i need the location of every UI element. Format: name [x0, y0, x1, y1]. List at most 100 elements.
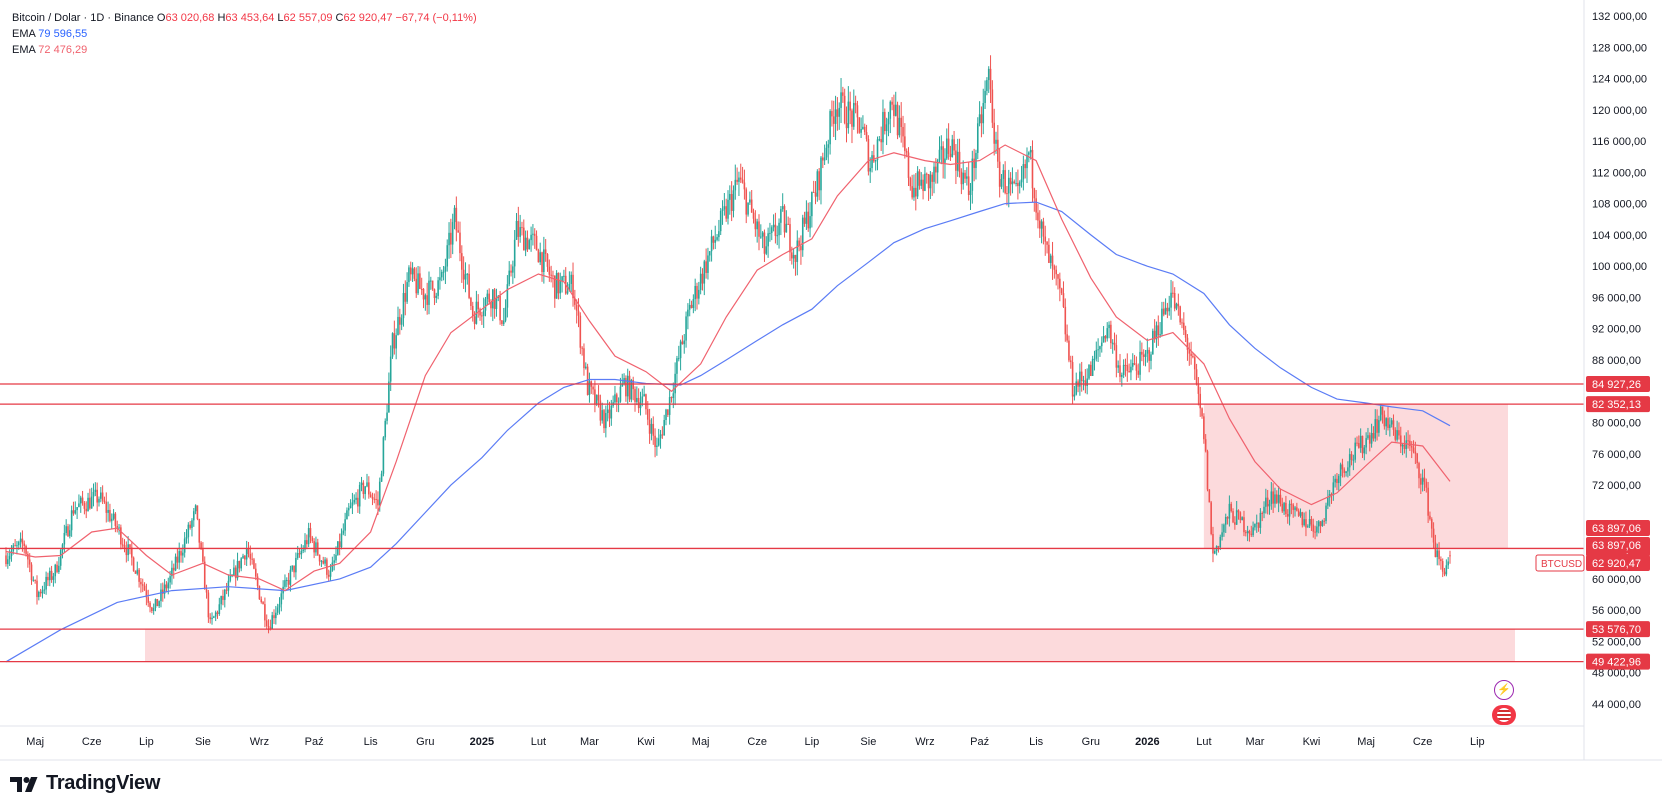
candle-body — [1184, 330, 1187, 338]
candle-body — [340, 533, 343, 548]
candle-body — [1126, 365, 1129, 372]
candle-body — [703, 261, 706, 284]
candle-body — [663, 420, 665, 436]
candle-body — [67, 526, 69, 537]
candle-body — [1017, 182, 1019, 187]
candle-body — [1410, 446, 1413, 448]
candle-body — [641, 396, 644, 403]
candle-body — [760, 236, 762, 238]
candle-body — [136, 569, 139, 574]
candle-body — [1383, 414, 1386, 427]
candle-body — [481, 315, 483, 317]
candle-body — [858, 117, 861, 133]
candle-body — [295, 557, 297, 573]
candle-body — [1407, 440, 1409, 442]
candle-body — [791, 252, 793, 259]
y-tick-label: 104 000,00 — [1592, 230, 1647, 242]
candle-body — [69, 530, 71, 537]
candle-body — [1310, 519, 1313, 525]
candle-body — [1214, 551, 1216, 554]
candle-body — [1321, 520, 1324, 526]
candle-body — [92, 491, 95, 497]
candle-body — [1308, 519, 1311, 527]
candle-body — [822, 157, 824, 161]
candle-body — [670, 397, 673, 399]
y-tick-label: 92 000,00 — [1592, 324, 1641, 336]
candle-body — [402, 292, 405, 319]
candle-body — [389, 356, 392, 382]
candle-body — [820, 157, 822, 191]
candle-body — [1438, 550, 1440, 560]
candle-body — [444, 266, 447, 272]
candle-body — [123, 545, 126, 549]
candle-body — [280, 593, 283, 605]
candle-body — [960, 171, 963, 185]
candle-body — [978, 114, 981, 124]
candle-body — [273, 615, 275, 619]
y-tick-label: 132 000,00 — [1592, 11, 1647, 23]
candle-body — [876, 139, 879, 161]
legend-ema-long-value: 79 596,55 — [38, 28, 88, 40]
candle-body — [43, 589, 46, 591]
candle-body — [1031, 149, 1034, 189]
candle-body — [874, 160, 877, 162]
candle-body — [1334, 478, 1336, 483]
x-tick-label: Lip — [139, 736, 154, 748]
ema-layer — [5, 144, 1451, 663]
candle-body — [1206, 451, 1209, 490]
candle-body — [172, 567, 175, 571]
candle-body — [909, 177, 912, 187]
candle-body — [214, 612, 217, 617]
candle-body — [630, 380, 633, 400]
candle-body — [976, 123, 979, 153]
candle-body — [763, 232, 766, 254]
candle-body — [450, 232, 452, 245]
candle-body — [1159, 334, 1161, 336]
candle-body — [368, 482, 370, 495]
candle-body — [1296, 507, 1298, 511]
candle-body — [893, 104, 895, 116]
candle-body — [1378, 420, 1380, 433]
candle-body — [191, 520, 193, 528]
level-tag-label: 84 927,26 — [1592, 379, 1641, 391]
candle-body — [574, 298, 576, 305]
candle-body — [1046, 241, 1048, 245]
candle-body — [1409, 440, 1411, 447]
candle-body — [329, 570, 332, 577]
candle-body — [1024, 164, 1026, 169]
candle-body — [1048, 244, 1050, 263]
candle-body — [947, 138, 950, 154]
us-flag-icon[interactable] — [1492, 705, 1516, 725]
candle-body — [1281, 503, 1284, 512]
candle-body — [289, 569, 292, 585]
candle-body — [679, 341, 682, 359]
candle-body — [718, 231, 720, 238]
candle-body — [89, 497, 91, 509]
candle-body — [1075, 381, 1078, 395]
candle-body — [836, 109, 839, 117]
candle-body — [1051, 255, 1054, 267]
candle-body — [1168, 307, 1171, 312]
candle-body — [366, 482, 368, 487]
candle-body — [508, 270, 511, 285]
tradingview-logo[interactable]: TradingView — [10, 772, 160, 795]
x-tick-label: Cze — [82, 736, 102, 748]
candle-body — [1199, 393, 1202, 409]
candle-body — [1325, 505, 1327, 521]
lightning-icon[interactable]: ⚡ — [1494, 680, 1514, 700]
legend-ema-short-row[interactable]: EMA 72 476,29 — [12, 42, 477, 58]
candle-body — [1336, 478, 1338, 484]
candle-body — [1049, 255, 1052, 263]
candle-body — [453, 207, 456, 223]
candle-body — [5, 555, 7, 565]
candle-body — [1150, 354, 1152, 361]
candle-body — [617, 401, 620, 403]
candle-body — [628, 375, 631, 400]
candle-body — [615, 394, 618, 402]
tradingview-logo-icon — [10, 776, 38, 792]
legend-ema-long-row[interactable]: EMA 79 596,55 — [12, 26, 477, 42]
candle-body — [1142, 354, 1145, 357]
candle-body — [1164, 307, 1167, 315]
legend-symbol: Bitcoin / Dolar · 1D · Binance — [12, 12, 154, 24]
